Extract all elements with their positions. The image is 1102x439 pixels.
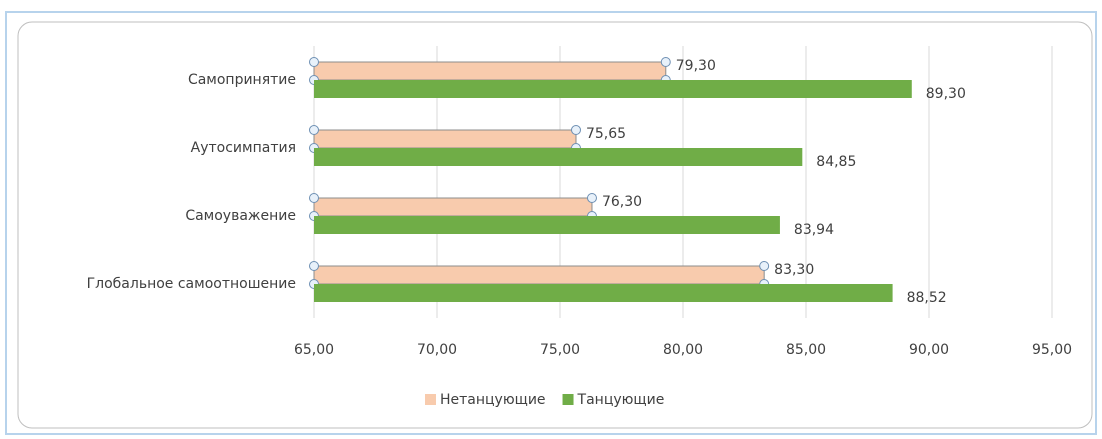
data-label: 79,30	[676, 58, 716, 74]
selection-handle	[309, 193, 319, 203]
x-tick-label: 85,00	[786, 342, 826, 358]
selection-handle	[586, 193, 597, 203]
bar	[313, 265, 765, 285]
x-tick-label: 75,00	[540, 342, 580, 358]
x-tick-label: 80,00	[663, 342, 703, 358]
data-label: 89,30	[926, 86, 966, 102]
selection-handle	[309, 57, 319, 67]
data-label: 76,30	[602, 194, 642, 210]
data-label: 83,94	[794, 222, 834, 238]
bar	[313, 129, 577, 149]
bar	[314, 148, 803, 166]
legend-label: Танцующие	[577, 392, 665, 408]
legend-swatch	[562, 394, 574, 405]
y-tick-label: Самопринятие	[188, 72, 296, 88]
x-tick-label: 95,00	[1032, 342, 1072, 358]
legend-swatch	[425, 394, 436, 405]
y-tick-label: Глобальное самоотношение	[87, 276, 296, 292]
bar	[314, 284, 893, 302]
data-label: 88,52	[907, 290, 947, 306]
selection-handle	[759, 261, 770, 271]
legend-label: Нетанцующие	[440, 392, 546, 408]
x-tick-label: 70,00	[417, 342, 457, 358]
selection-handle	[660, 57, 671, 67]
y-tick-label: Самоуважение	[185, 208, 296, 224]
selection-handle	[570, 125, 581, 135]
data-label: 84,85	[816, 154, 856, 170]
y-tick-label: Аутосимпатия	[191, 140, 296, 156]
data-label: 75,65	[586, 126, 626, 142]
x-tick-label: 90,00	[909, 342, 949, 358]
selection-frame	[5, 11, 1097, 435]
bar	[314, 216, 780, 234]
bar	[313, 61, 667, 81]
selection-handle	[309, 125, 319, 135]
data-label: 83,30	[774, 262, 814, 278]
bar	[313, 197, 593, 217]
x-tick-label: 65,00	[294, 342, 334, 358]
selection-handle	[309, 261, 319, 271]
bar	[314, 80, 912, 98]
